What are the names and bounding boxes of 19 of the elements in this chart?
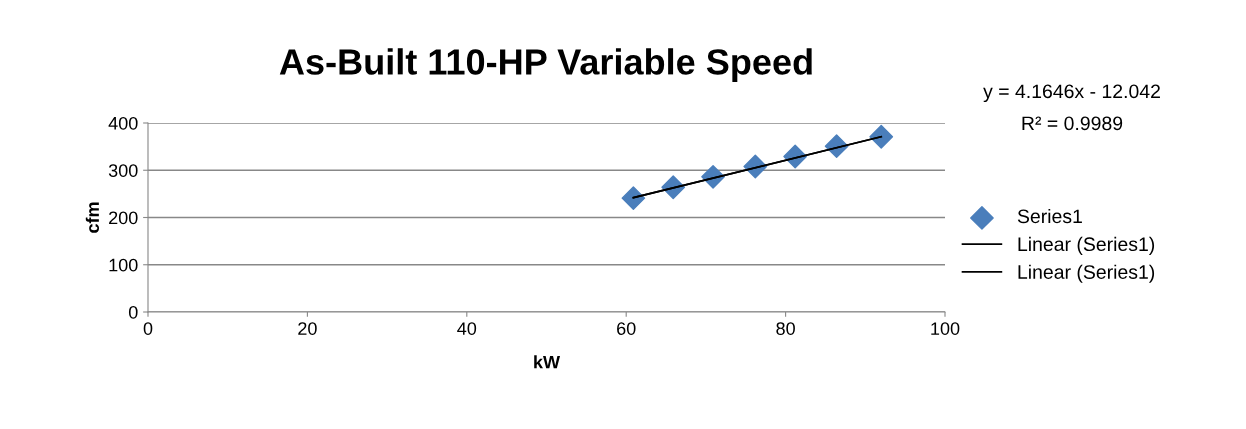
y-tick-label: 0	[128, 305, 138, 319]
y-tick-label: 100	[109, 258, 138, 272]
legend-label: Linear (Series1)	[1018, 264, 1155, 283]
y-tick-label: 200	[109, 211, 138, 225]
x-axis-title: kW	[534, 355, 561, 369]
y-axis-title: cfm	[85, 202, 100, 233]
x-tick-label: 80	[776, 322, 795, 335]
y-tick-label: 300	[108, 164, 138, 177]
legend-label: Series1	[1017, 208, 1082, 224]
legend-label: Linear (Series1)	[1018, 236, 1155, 255]
x-tick-label: 0	[143, 322, 153, 335]
x-tick-label: 100	[931, 322, 960, 335]
x-tick-label: 20	[298, 322, 317, 335]
text: R² = 0.9989	[1022, 116, 1123, 131]
text: y = 4.1646x - 12.042	[983, 84, 1160, 103]
y-tick-label: 400	[108, 116, 138, 130]
chart-title: As-Built 110-HP Variable Speed	[279, 48, 812, 82]
x-tick-label: 40	[457, 322, 477, 335]
x-tick-label: 60	[617, 322, 636, 335]
